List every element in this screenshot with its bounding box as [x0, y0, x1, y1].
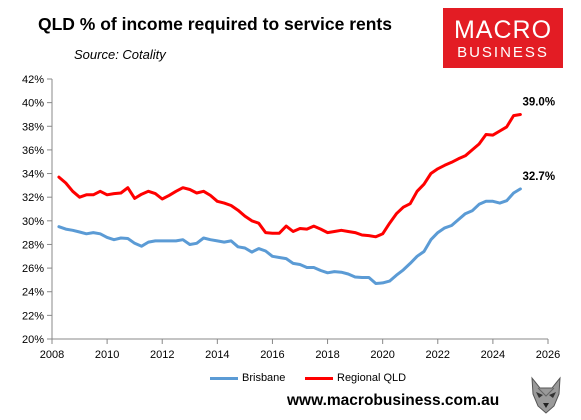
y-tick-label: 30% [22, 216, 44, 228]
legend-label: Regional QLD [337, 372, 407, 384]
x-tick-label: 2024 [481, 349, 505, 361]
wolf-logo-icon [531, 376, 561, 414]
legend-swatch [305, 376, 333, 380]
legend-swatch [210, 376, 238, 380]
chart-source: Source: Cotality [74, 47, 166, 62]
website-url: www.macrobusiness.com.au [287, 392, 500, 409]
y-tick-label: 20% [22, 334, 44, 346]
end-label-brisbane: 32.7% [522, 171, 555, 183]
y-tick-label: 38% [22, 121, 44, 133]
y-tick-label: 42% [22, 74, 44, 86]
series-line-regional-qld [57, 113, 522, 239]
y-tick-label: 22% [22, 310, 44, 322]
x-tick-label: 2018 [315, 349, 339, 361]
legend-label: Brisbane [242, 372, 286, 384]
x-tick-label: 2022 [426, 349, 450, 361]
series-line-brisbane [57, 187, 522, 285]
legend-item-brisbane: Brisbane [210, 372, 285, 384]
macrobusiness-logo: MACRO BUSINESS [443, 8, 563, 68]
y-tick-label: 28% [22, 239, 44, 251]
x-tick-label: 2008 [40, 349, 64, 361]
end-label-regional-qld: 39.0% [522, 96, 555, 108]
logo-text-business: BUSINESS [457, 44, 549, 61]
line-chart: 20% 22% 24% 26% 28% 30% 32% 34% 36% 38% 40% 42% 2008… [22, 74, 560, 361]
x-tick-label: 2012 [150, 349, 174, 361]
legend-item-regional-qld: Regional QLD [305, 372, 406, 384]
x-tick-label: 2010 [95, 349, 119, 361]
x-tick-label: 2016 [260, 349, 284, 361]
x-tick-label: 2014 [205, 349, 229, 361]
y-tick-label: 40% [22, 98, 44, 110]
y-tick-label: 24% [22, 287, 44, 299]
y-tick-label: 36% [22, 145, 44, 157]
x-tick-label: 2020 [370, 349, 394, 361]
y-tick-label: 26% [22, 263, 44, 275]
y-tick-label: 32% [22, 192, 44, 204]
chart-title: QLD % of income required to service rent… [38, 14, 392, 34]
chart-legend: Brisbane Regional QLD [0, 372, 581, 390]
logo-text-macro: MACRO [453, 16, 553, 44]
x-tick-label: 2026 [536, 349, 560, 361]
y-tick-label: 34% [22, 169, 44, 181]
